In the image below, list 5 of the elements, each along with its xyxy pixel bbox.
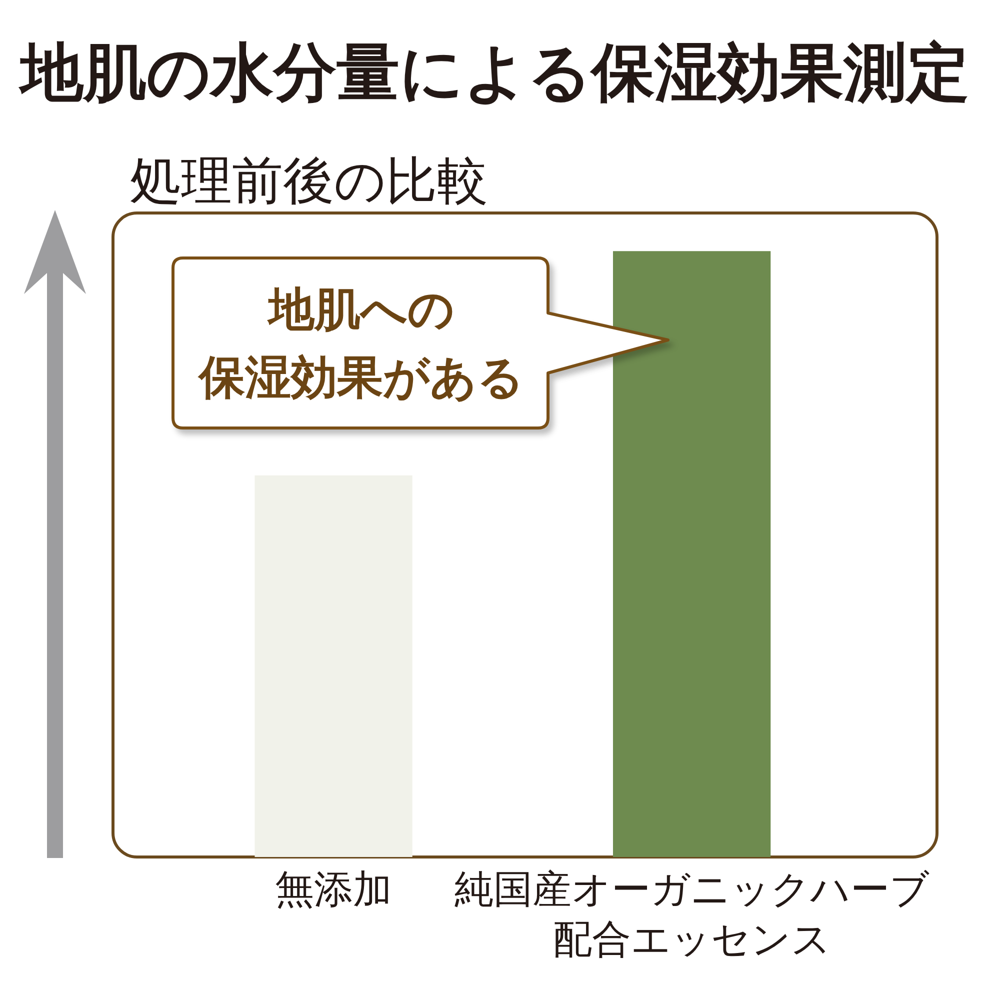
chart-subtitle: 処理前後の比較 <box>130 152 488 211</box>
x-tick-label: 無添加 <box>275 868 392 912</box>
annotation: 地肌への保湿効果がある <box>196 281 525 406</box>
chart-title: 地肌の水分量による保湿効果測定 <box>18 36 970 109</box>
x-tick-label: 純国産オーガニックハーブ配合エッセンス <box>454 868 930 962</box>
